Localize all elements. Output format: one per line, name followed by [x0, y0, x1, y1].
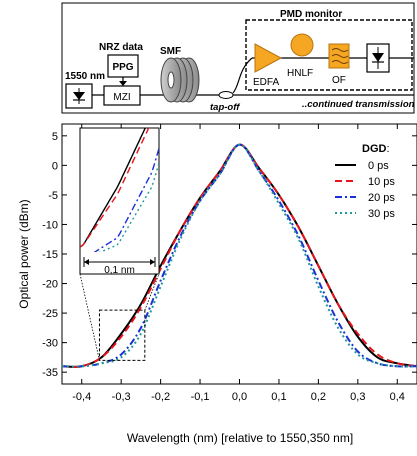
legend-label-3: 30 ps	[368, 208, 395, 220]
setup-diagram: 1550 nm NRZ data PPG MZI SMF tap-off ..c…	[61, 2, 415, 114]
inset-series-group	[80, 128, 159, 252]
x-tick-label: 0,0	[232, 391, 247, 403]
inset-frame	[79, 127, 160, 275]
of-label: OF	[332, 75, 346, 86]
x-axis: -0,4 -0,3 -0,2 -0,1 0,0 0,1 0,2 0,3 0,4	[72, 124, 405, 403]
pmd-monitor-frame	[245, 19, 413, 91]
y-tick-label: -5	[48, 190, 58, 202]
laser-label: 1550 nm	[65, 71, 105, 82]
legend-label-1: 10 ps	[368, 176, 395, 188]
zoom-rectangle	[98, 309, 146, 361]
x-axis-label: Wavelength (nm) [relative to 1550,350 nm…	[127, 431, 353, 445]
hnlf-label: HNLF	[287, 68, 313, 79]
x-tick-label: 0,2	[311, 391, 326, 403]
photodiode-icon	[372, 47, 384, 69]
zoom-guide-right	[144, 273, 160, 311]
hnlf-coil-icon	[290, 33, 314, 57]
x-tick-label: -0,2	[151, 391, 170, 403]
y-tick-label: -15	[42, 249, 58, 261]
x-tick-label: -0,1	[191, 391, 210, 403]
y-tick-label: -25	[42, 308, 58, 320]
x-tick-label: -0,3	[112, 391, 131, 403]
series-line-1	[62, 143, 417, 368]
y-tick-label: -30	[42, 338, 58, 350]
inset-series-line-0	[80, 128, 147, 248]
series-line-3	[62, 143, 417, 368]
legend-title: DGD	[362, 143, 387, 155]
nrz-label: NRZ data	[99, 42, 143, 53]
ppg-arrowhead	[119, 81, 127, 86]
inset-series-line-2	[93, 148, 159, 252]
y-tick-label: -35	[42, 367, 58, 379]
zoom-indicator	[79, 273, 160, 361]
tapoff-coupler-icon	[218, 91, 234, 99]
inset-scale-arrow-left	[84, 259, 89, 265]
inset-scale-label: 0,1 nm	[104, 265, 135, 276]
legend-label-0: 0 ps	[368, 160, 389, 172]
x-tick-label: -0,4	[72, 391, 91, 403]
ppg-label: PPG	[112, 62, 133, 73]
continued-label: ..continued transmission	[302, 99, 415, 110]
x-tick-label: 0,1	[271, 391, 286, 403]
tapoff-branch	[232, 57, 253, 94]
inset-plot: 0,1 nm	[79, 127, 160, 276]
mzi-label: MZI	[113, 92, 130, 103]
tapoff-label: tap-off	[210, 102, 240, 113]
spectrum-plot: 5 0 -5 -10 -15 -20 -25 -30 -35 -0,4 -0,3 -0,2 -0,1 0…	[17, 123, 417, 445]
optical-filter-icon	[328, 43, 350, 69]
inset-series-line-3	[98, 162, 159, 252]
smf-label: SMF	[160, 46, 181, 57]
y-axis: 5 0 -5 -10 -15 -20 -25 -30 -35	[42, 131, 417, 379]
legend: DGD: 0 ps 10 ps 20 ps 30 ps	[335, 143, 395, 220]
legend-title-suffix: :	[386, 143, 389, 155]
mzi-box	[103, 85, 141, 106]
inset-series-line-1	[80, 128, 150, 248]
y-tick-label: -10	[42, 219, 58, 231]
inset-scale-arrow-right	[150, 259, 155, 265]
y-tick-label: 0	[52, 160, 58, 172]
y-tick-label: -20	[42, 279, 58, 291]
edfa-label: EDFA	[253, 77, 279, 88]
legend-label-2: 20 ps	[368, 192, 395, 204]
series-group	[62, 143, 417, 368]
laser-diode-icon	[73, 88, 85, 104]
y-axis-label: Optical power (dBm)	[17, 199, 31, 308]
smf-spool-icon	[160, 57, 200, 103]
y-tick-label: 5	[52, 131, 58, 143]
x-tick-label: 0,4	[390, 391, 405, 403]
pmd-monitor-label: PMD monitor	[280, 9, 342, 20]
x-tick-label: 0,3	[350, 391, 365, 403]
edfa-amplifier-icon	[254, 43, 283, 73]
